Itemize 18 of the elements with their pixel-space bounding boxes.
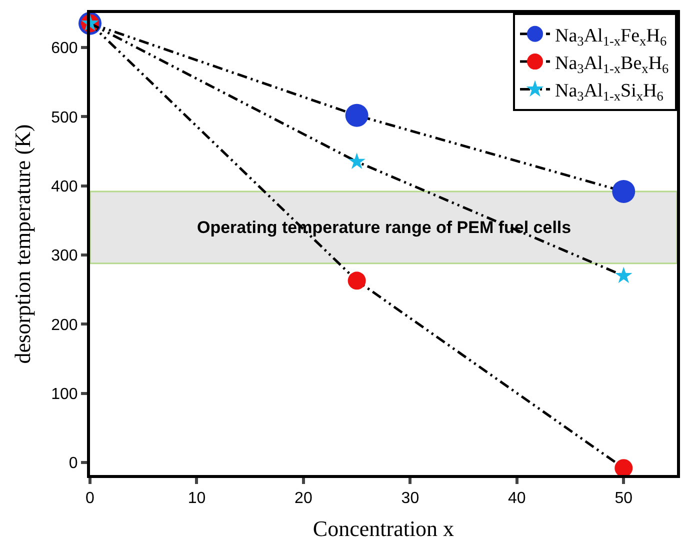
y-tick-label: 100 [51, 386, 78, 403]
y-tick-label: 0 [68, 455, 78, 472]
y-axis-title: desorption temperature (K) [10, 124, 35, 364]
x-tick-label: 20 [294, 490, 312, 508]
y-tick-label: 600 [51, 40, 78, 58]
x-tick-label: 10 [188, 490, 206, 508]
y-tick-label: 400 [51, 178, 78, 196]
legend-label: Na$_{3}$Al$_{1-x}$Fe$_{x}$H$_{6}$ [555, 25, 667, 48]
x-tick-label: 40 [508, 490, 526, 508]
legend-label: Na$_{3}$Al$_{1-x}$Be$_{x}$H$_{6}$ [555, 52, 670, 76]
x-axis-title: Concentration x [312, 516, 454, 542]
x-tick-label: 0 [86, 490, 95, 508]
y-tick-label: 200 [51, 316, 78, 334]
x-tick-label: 50 [614, 490, 633, 508]
legend-label: Na$_{3}$Al$_{1-x}$Si$_{x}$H$_{6}$ [555, 80, 664, 104]
y-tick-label: 300 [51, 248, 78, 265]
x-tick-label: 30 [401, 490, 420, 508]
y-tick-label: 500 [51, 109, 78, 126]
